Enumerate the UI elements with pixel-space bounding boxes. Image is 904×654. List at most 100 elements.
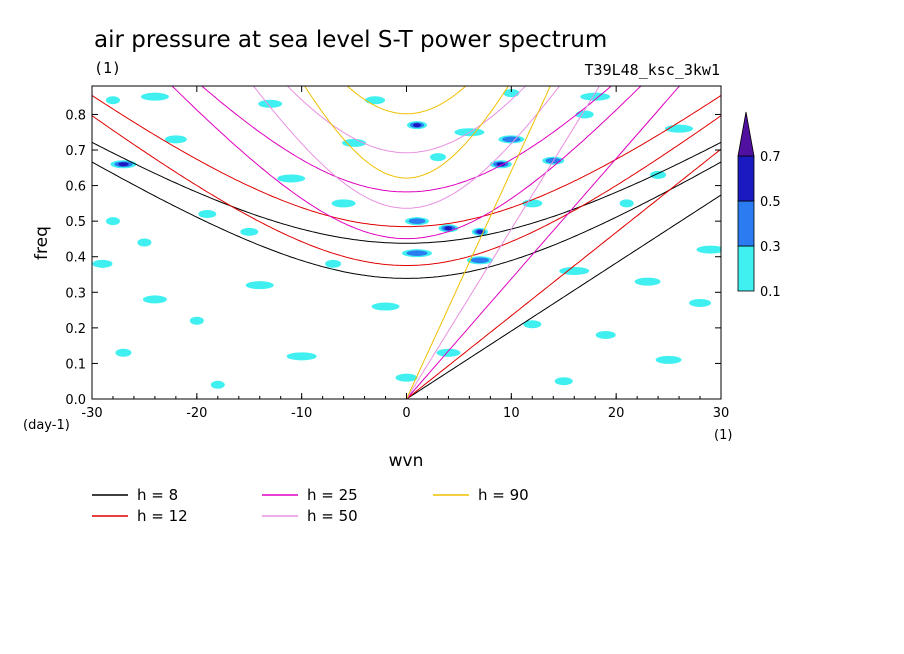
contour-blob — [105, 96, 120, 105]
contour-blob — [503, 89, 520, 98]
y-axis: 0.0 0.1 0.2 0.3 0.4 0.5 0.6 0.7 0.8 — [65, 108, 721, 408]
y-tick-label: 0.4 — [65, 251, 86, 266]
y-tick-label: 0.1 — [65, 357, 86, 372]
x-axis: -30 -20 -10 0 10 20 30 — [81, 86, 729, 421]
contour-blob-core — [406, 250, 428, 256]
contour-blob-core — [476, 229, 484, 234]
contour-blob — [92, 259, 113, 268]
contour-blob — [619, 199, 634, 208]
kelvin-wave-curve — [406, 194, 721, 399]
contour-blob — [115, 348, 132, 357]
contour-blob — [365, 96, 386, 105]
contour-blob — [689, 298, 712, 307]
colorbar-label: 0.5 — [760, 195, 781, 210]
contour-blob — [650, 170, 667, 179]
contour-blob — [696, 245, 721, 254]
y-tick-label: 0.0 — [65, 393, 86, 408]
contour-blob — [142, 295, 167, 304]
chart-title: air pressure at sea level S-T power spec… — [94, 27, 607, 53]
inertia-gravity-curve — [346, 86, 467, 115]
contour-blob — [429, 153, 446, 162]
contour-blob — [240, 227, 259, 236]
chart-subtitle-right: T39L48_ksc_3kw1 — [585, 61, 720, 79]
legend-label: h = 25 — [307, 486, 358, 504]
y-tick-label: 0.7 — [65, 144, 86, 159]
colorbar-swatch — [737, 200, 755, 247]
contour-blob — [331, 199, 356, 208]
inertia-gravity-curve — [92, 115, 721, 266]
contour-blob — [198, 210, 217, 219]
colorbar-extend-arrow — [737, 111, 755, 157]
dispersion-curves — [92, 86, 721, 399]
x-tick-label: 0 — [402, 406, 410, 421]
inertia-gravity-curve — [92, 161, 721, 279]
y-unit-label: (day-1) — [23, 418, 70, 433]
contour-blob — [634, 277, 661, 286]
contour-blob-core — [470, 257, 489, 264]
contour-blob — [258, 99, 283, 108]
contour-blob — [325, 259, 342, 268]
contour-blob-core — [408, 218, 426, 224]
kelvin-wave-curve — [406, 86, 681, 399]
x-tick-label: -30 — [81, 406, 102, 421]
inertia-gravity-curve — [92, 141, 721, 244]
contour-blob — [277, 174, 306, 183]
y-tick-label: 0.2 — [65, 322, 86, 337]
kelvin-wave-curve — [406, 148, 721, 399]
plot-frame — [91, 85, 722, 400]
x-tick-label: 10 — [503, 406, 520, 421]
inertia-gravity-curve — [171, 86, 642, 240]
contour-blob — [342, 138, 367, 147]
x-tick-label: 30 — [713, 406, 730, 421]
contour-blob — [140, 92, 169, 101]
contour-blob — [559, 266, 590, 275]
x-axis-label: wvn — [389, 451, 424, 471]
legend-label: h = 90 — [478, 486, 529, 504]
colorbar-swatch — [737, 245, 755, 292]
contour-blob-core — [412, 123, 421, 128]
contour-blob — [164, 135, 187, 144]
contour-blob — [554, 377, 573, 386]
legend-label: h = 8 — [137, 486, 178, 504]
contour-blob — [245, 281, 274, 290]
contour-blob-core — [502, 136, 521, 143]
x-tick-label: 20 — [608, 406, 625, 421]
chart-subtitle-left: (1) — [94, 59, 121, 77]
contour-blob — [523, 320, 542, 329]
contour-blob — [189, 316, 204, 325]
contour-blob — [595, 330, 616, 339]
inertia-gravity-curve — [201, 86, 612, 193]
contour-blob — [655, 355, 682, 364]
spectrum-contours — [92, 89, 721, 389]
x-tick-label: -10 — [291, 406, 312, 421]
y-tick-label: 0.5 — [65, 215, 86, 230]
contour-blob — [575, 110, 594, 119]
contour-blob-core — [444, 226, 453, 231]
contour-blob — [371, 302, 400, 311]
colorbar-swatch — [737, 155, 755, 202]
y-tick-label: 0.6 — [65, 180, 86, 195]
legend: h = 8 h = 12 h = 25 h = 50 h = 90 — [92, 486, 529, 525]
x-tick-label: -20 — [186, 406, 207, 421]
colorbar-label: 0.3 — [760, 240, 781, 255]
contour-blob — [580, 92, 611, 101]
contour-blob — [286, 352, 317, 361]
colorbar: 0.1 0.3 0.5 0.7 — [737, 111, 781, 300]
y-tick-label: 0.8 — [65, 108, 86, 123]
inertia-gravity-curve — [286, 86, 527, 154]
contour-blob-core — [496, 162, 506, 167]
kelvin-wave-curve — [406, 86, 601, 399]
legend-label: h = 50 — [307, 507, 358, 525]
x-unit-label: (1) — [714, 428, 732, 443]
contour-blob-core — [118, 162, 129, 167]
contour-blob — [137, 238, 152, 247]
colorbar-label: 0.7 — [760, 150, 781, 165]
kelvin-wave-curve — [406, 86, 551, 399]
legend-label: h = 12 — [137, 507, 188, 525]
contour-blob — [210, 380, 225, 389]
inertia-gravity-curve — [304, 86, 509, 179]
colorbar-label: 0.1 — [760, 285, 781, 300]
contour-blob — [395, 373, 418, 382]
contour-blob — [436, 348, 461, 357]
